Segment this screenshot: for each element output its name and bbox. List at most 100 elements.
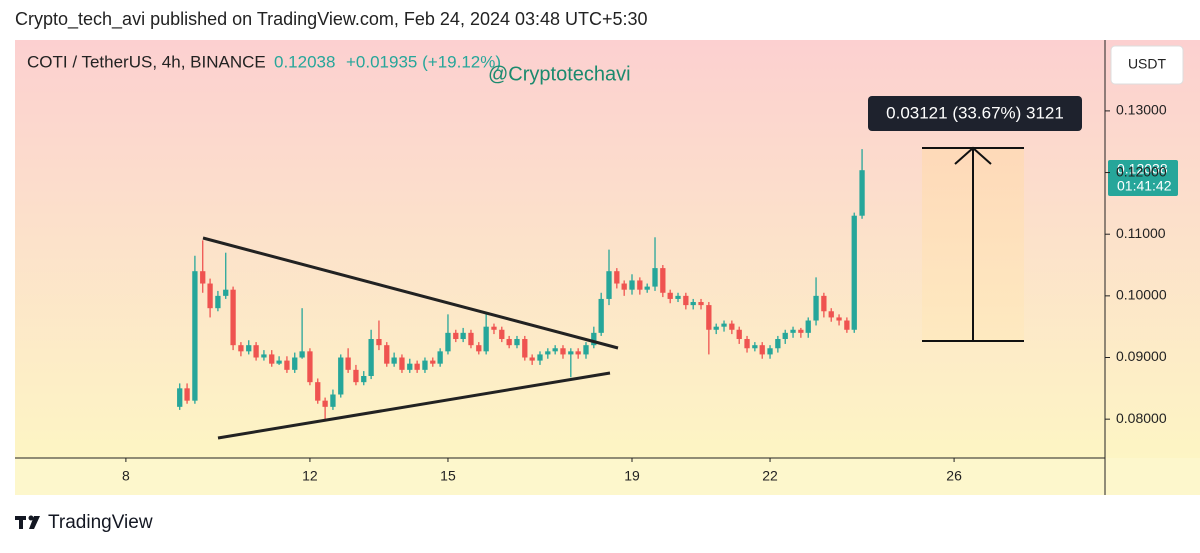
candle-body: [307, 351, 313, 383]
candle-body: [790, 329, 796, 333]
x-tick-label: 15: [440, 468, 456, 484]
candle-body: [430, 360, 436, 364]
candle-body: [238, 345, 244, 352]
candle-body: [338, 357, 344, 395]
published: Crypto_tech_avi published on TradingView…: [15, 9, 648, 30]
candle-body: [537, 354, 543, 361]
change: +0.01935 (+19.12%): [346, 52, 501, 71]
candle-body: [598, 298, 604, 333]
candle-body: [491, 326, 497, 330]
candle-body: [215, 295, 221, 309]
candle-body: [782, 332, 788, 340]
candle-body: [637, 280, 643, 290]
candle-body: [292, 357, 298, 370]
price-tag-bg: [1108, 160, 1178, 196]
currency[interactable]: USDT: [1128, 56, 1167, 72]
symbol: COTI / TetherUS, 4h, BINANCE: [27, 52, 266, 71]
candle-body: [683, 295, 689, 306]
candle-body: [322, 400, 328, 407]
y-tick-label: 0.13000: [1116, 102, 1167, 118]
candle-body: [506, 339, 512, 346]
candle-body: [568, 351, 574, 355]
x-tick-label: 8: [122, 468, 130, 484]
candle-body: [468, 332, 474, 346]
candle-body: [813, 295, 819, 321]
candle-body: [177, 388, 183, 407]
price-tag: 0.12038: [1117, 161, 1168, 177]
candle-body: [476, 345, 482, 352]
y-tick-label: 0.09000: [1116, 348, 1167, 364]
logo: [15, 515, 40, 529]
candle-body: [514, 339, 520, 346]
candle-body: [368, 339, 374, 377]
candle-body: [821, 295, 827, 312]
candle-body: [376, 339, 382, 346]
candle-body: [269, 354, 275, 364]
candle-body: [284, 360, 290, 370]
candle-body: [399, 357, 405, 370]
candle-body: [353, 369, 359, 383]
y-tick-label: 0.10000: [1116, 287, 1167, 303]
candle-body: [414, 363, 420, 370]
candle-body: [246, 345, 252, 352]
candle-body: [660, 268, 666, 293]
candle-body: [744, 339, 750, 349]
candle-body: [345, 357, 351, 370]
watermark: @Cryptotechavi: [488, 63, 631, 85]
candle-body: [767, 348, 773, 355]
candle-body: [552, 348, 558, 352]
candle-body: [652, 268, 658, 287]
trendline: [202, 236, 619, 350]
candle-body: [407, 363, 413, 370]
candle-body: [207, 283, 213, 309]
candle-body: [629, 280, 635, 290]
candle-body: [690, 302, 696, 306]
candle-body: [644, 286, 650, 290]
candle-body: [851, 215, 857, 330]
candle-body: [361, 376, 367, 383]
candle-body: [775, 339, 781, 349]
candle-body: [230, 289, 236, 346]
y-tick-label: 0.11000: [1116, 225, 1166, 241]
candle-body: [253, 345, 259, 358]
candle-body: [828, 311, 834, 318]
candle-body: [453, 332, 459, 340]
candle-body: [391, 357, 397, 364]
candle-body: [184, 388, 190, 401]
candle-body: [522, 339, 528, 358]
candle-body: [805, 320, 811, 333]
candle-body: [614, 271, 620, 284]
candle-body: [606, 271, 612, 299]
x-tick-label: 22: [762, 468, 778, 484]
trendline: [217, 371, 611, 440]
candle-body: [192, 271, 198, 401]
currency-button[interactable]: [1110, 45, 1184, 85]
brand: TradingView: [48, 512, 153, 533]
candle-body: [836, 317, 842, 321]
candle-body: [621, 283, 627, 290]
candle-body: [844, 320, 850, 330]
candle-body: [223, 289, 229, 296]
x-tick-label: 19: [624, 468, 640, 484]
candle-body: [736, 329, 742, 340]
candle-body: [675, 295, 681, 299]
y-tick-label: 0.12000: [1116, 163, 1167, 179]
last-price: 0.12038: [274, 52, 335, 71]
candle-body: [591, 332, 597, 346]
candle-body: [667, 292, 673, 299]
candle-body: [583, 345, 589, 355]
candle-body: [706, 305, 712, 330]
candle-body: [422, 360, 428, 370]
candle-body: [759, 345, 765, 355]
candle-body: [460, 332, 466, 340]
candle-body: [437, 351, 443, 364]
candle-body: [330, 394, 336, 407]
candle-body: [315, 382, 321, 401]
candle-body: [276, 360, 282, 364]
candle-body: [261, 354, 267, 358]
candle-body: [529, 357, 535, 361]
candle-body: [713, 326, 719, 330]
candle-body: [299, 351, 305, 358]
